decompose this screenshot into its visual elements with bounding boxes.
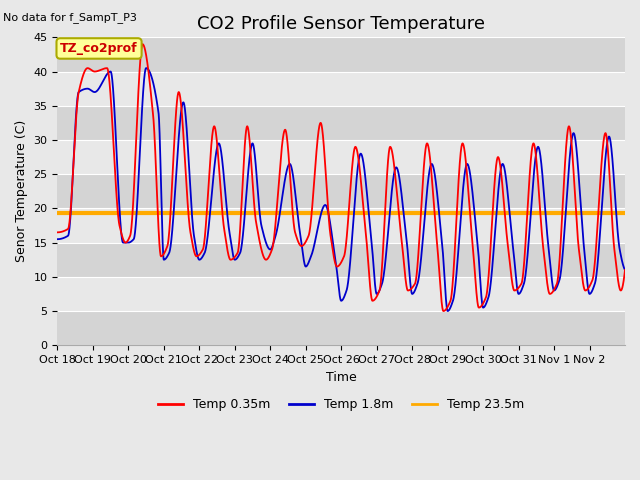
Bar (58, 106, 625, 140)
X-axis label: Time: Time (326, 371, 356, 384)
Bar (58, 311, 625, 345)
Bar (58, 242, 625, 277)
Legend: Temp 0.35m, Temp 1.8m, Temp 23.5m: Temp 0.35m, Temp 1.8m, Temp 23.5m (153, 393, 529, 416)
Bar (58, 208, 625, 242)
Y-axis label: Senor Temperature (C): Senor Temperature (C) (15, 120, 28, 263)
Bar (58, 72, 625, 106)
Bar (58, 37, 625, 72)
Bar (58, 277, 625, 311)
Bar (58, 174, 625, 208)
Text: TZ_co2prof: TZ_co2prof (60, 42, 138, 55)
Bar (58, 140, 625, 174)
Text: No data for f_SampT_P3: No data for f_SampT_P3 (3, 12, 137, 23)
Title: CO2 Profile Sensor Temperature: CO2 Profile Sensor Temperature (197, 15, 485, 33)
